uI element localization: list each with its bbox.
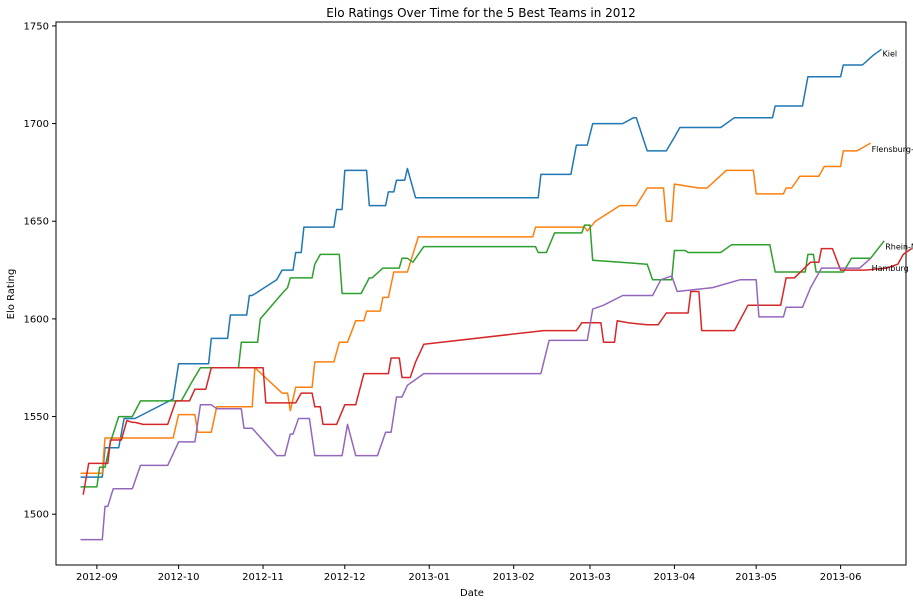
y-tick-label: 1750 <box>24 21 49 32</box>
series-line-hamburg <box>80 257 872 541</box>
series-line-fuchse-berlin <box>82 247 912 495</box>
series-line-kiel <box>80 48 882 478</box>
series-end-label: Kiel <box>882 49 897 58</box>
y-tick-label: 1600 <box>24 314 49 325</box>
y-tick-label: 1700 <box>24 119 49 130</box>
x-tick-label: 2012-10 <box>158 572 200 583</box>
x-tick-label: 2013-01 <box>408 572 450 583</box>
series-end-label: Flensburg-H. <box>872 145 913 154</box>
series-lines <box>80 48 912 541</box>
series-end-label: Hamburg <box>872 264 909 273</box>
y-tick-label: 1500 <box>24 510 49 521</box>
x-tick-label: 2013-05 <box>735 572 777 583</box>
x-tick-label: 2012-09 <box>76 572 118 583</box>
x-tick-label: 2012-12 <box>324 572 366 583</box>
x-tick-label: 2013-02 <box>493 572 535 583</box>
x-axis-title: Date <box>460 588 484 599</box>
y-axis-ticks: 1500 1550 1600 1650 1700 1750 <box>24 21 56 521</box>
x-tick-label: 2013-03 <box>569 572 611 583</box>
x-axis-ticks: 2012-09 2012-10 2012-11 2012-12 2013-01 2013-… <box>76 565 862 583</box>
y-axis-title: Elo Rating <box>6 269 17 320</box>
y-tick-label: 1550 <box>24 412 49 423</box>
y-tick-label: 1650 <box>24 217 49 228</box>
series-line-flensburg-h <box>80 142 871 474</box>
series-line-rhein-neckar <box>80 224 885 488</box>
series-end-label: Rhein-Neckar <box>885 243 913 252</box>
x-tick-label: 2013-06 <box>820 572 862 583</box>
chart-title: Elo Ratings Over Time for the 5 Best Tea… <box>326 6 635 20</box>
x-tick-label: 2013-04 <box>654 572 696 583</box>
x-tick-label: 2012-11 <box>242 572 284 583</box>
plot-frame <box>55 21 907 566</box>
